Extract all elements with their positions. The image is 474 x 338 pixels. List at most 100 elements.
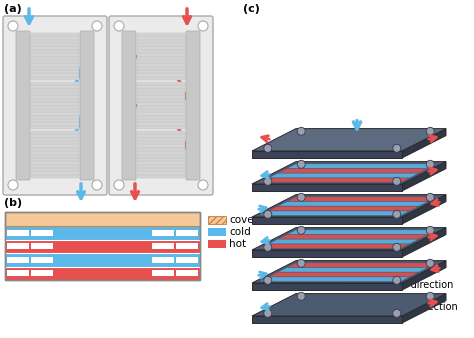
Circle shape — [297, 160, 305, 168]
Polygon shape — [288, 164, 436, 168]
Bar — [176, 270, 198, 276]
Circle shape — [426, 160, 434, 168]
Bar — [5, 253, 200, 266]
Circle shape — [264, 177, 272, 185]
Bar — [152, 270, 174, 276]
Bar — [208, 240, 226, 248]
Bar — [5, 226, 200, 240]
Bar — [152, 257, 174, 263]
Circle shape — [297, 292, 305, 300]
Bar — [5, 212, 200, 226]
Polygon shape — [288, 230, 436, 234]
Bar — [31, 230, 53, 236]
Bar — [176, 243, 198, 249]
Polygon shape — [252, 162, 446, 184]
FancyBboxPatch shape — [122, 31, 136, 180]
Circle shape — [198, 21, 208, 31]
Polygon shape — [288, 263, 436, 267]
Bar — [31, 82, 79, 129]
Polygon shape — [261, 211, 409, 215]
Bar — [5, 212, 200, 226]
Circle shape — [297, 259, 305, 267]
Text: Hot fluid direction: Hot fluid direction — [366, 280, 453, 290]
Bar — [7, 243, 29, 249]
Bar — [5, 266, 200, 280]
Bar — [208, 228, 226, 236]
Polygon shape — [252, 250, 402, 257]
Text: (c): (c) — [243, 4, 260, 14]
Circle shape — [8, 180, 18, 190]
Circle shape — [393, 210, 401, 218]
Bar — [176, 230, 198, 236]
Polygon shape — [402, 162, 446, 191]
FancyBboxPatch shape — [109, 16, 213, 195]
Polygon shape — [252, 261, 446, 283]
Polygon shape — [270, 173, 418, 177]
Bar — [176, 257, 198, 263]
Polygon shape — [261, 178, 409, 182]
Polygon shape — [402, 261, 446, 290]
Bar — [5, 212, 200, 280]
Polygon shape — [402, 227, 446, 257]
Circle shape — [114, 21, 124, 31]
Polygon shape — [279, 268, 427, 272]
Polygon shape — [270, 240, 418, 243]
Bar — [137, 131, 185, 178]
Bar — [152, 230, 174, 236]
Bar — [31, 243, 53, 249]
Circle shape — [426, 127, 434, 135]
FancyBboxPatch shape — [186, 31, 200, 180]
Bar — [31, 33, 79, 80]
Polygon shape — [261, 244, 409, 248]
Circle shape — [264, 210, 272, 218]
Text: Cold fluid direction: Cold fluid direction — [366, 302, 458, 312]
Polygon shape — [252, 316, 402, 323]
Circle shape — [297, 127, 305, 135]
Bar — [208, 216, 226, 224]
Circle shape — [393, 309, 401, 317]
Circle shape — [393, 144, 401, 152]
Circle shape — [114, 180, 124, 190]
Text: (a): (a) — [4, 4, 22, 14]
Circle shape — [264, 144, 272, 152]
Polygon shape — [252, 294, 446, 316]
Circle shape — [393, 177, 401, 185]
Polygon shape — [270, 272, 418, 276]
Circle shape — [8, 21, 18, 31]
Circle shape — [297, 226, 305, 234]
Polygon shape — [252, 227, 446, 250]
FancyBboxPatch shape — [80, 31, 94, 180]
Polygon shape — [252, 195, 446, 217]
Bar — [5, 212, 200, 280]
Circle shape — [426, 193, 434, 201]
FancyBboxPatch shape — [16, 31, 30, 180]
Bar — [5, 240, 200, 253]
Polygon shape — [252, 217, 402, 224]
Polygon shape — [252, 184, 402, 191]
Circle shape — [393, 243, 401, 251]
Circle shape — [264, 309, 272, 317]
Text: hot: hot — [229, 239, 246, 249]
Bar — [31, 131, 79, 178]
Bar — [137, 82, 185, 129]
Circle shape — [393, 276, 401, 284]
Polygon shape — [288, 197, 436, 201]
Circle shape — [426, 226, 434, 234]
Bar — [7, 257, 29, 263]
Circle shape — [297, 193, 305, 201]
Polygon shape — [279, 169, 427, 173]
Bar — [31, 270, 53, 276]
Polygon shape — [270, 207, 418, 211]
Polygon shape — [402, 195, 446, 224]
Text: cold: cold — [229, 227, 251, 237]
Bar — [152, 243, 174, 249]
Circle shape — [264, 243, 272, 251]
Circle shape — [426, 292, 434, 300]
Bar — [31, 257, 53, 263]
Text: cover: cover — [229, 215, 258, 225]
Bar — [7, 270, 29, 276]
FancyBboxPatch shape — [3, 16, 107, 195]
Text: (b): (b) — [4, 198, 22, 208]
Polygon shape — [402, 294, 446, 323]
Circle shape — [92, 21, 102, 31]
